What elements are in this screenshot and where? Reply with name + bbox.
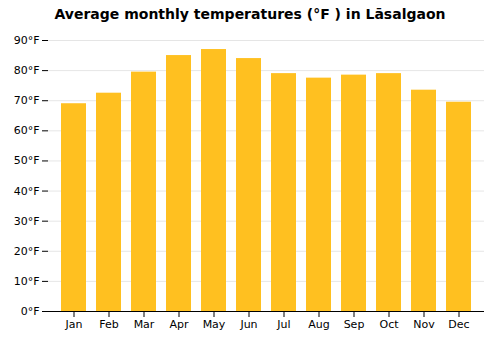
html-text:Average monthly temperatures (: Average monthly temperatures (°F ) in Lā… xyxy=(54,6,446,22)
svg-text:May: May xyxy=(203,318,226,331)
svg-text:0°F: 0°F xyxy=(21,305,40,318)
svg-text:Apr: Apr xyxy=(169,318,189,331)
svg-text:40°F: 40°F xyxy=(14,185,40,198)
svg-text:70°F: 70°F xyxy=(14,94,40,107)
svg-text:60°F: 60°F xyxy=(14,124,40,137)
svg-text:Mar: Mar xyxy=(134,318,155,331)
svg-text:Jun: Jun xyxy=(239,318,257,331)
svg-text:Jul: Jul xyxy=(276,318,290,331)
svg-text:30°F: 30°F xyxy=(14,215,40,228)
svg-text:10°F: 10°F xyxy=(14,275,40,288)
svg-text:Sep: Sep xyxy=(344,318,365,331)
svg-text:90°F: 90°F xyxy=(14,34,40,47)
svg-text:Oct: Oct xyxy=(379,318,399,331)
svg-text:Aug: Aug xyxy=(308,318,329,331)
svg-text:Nov: Nov xyxy=(413,318,435,331)
svg-text:50°F: 50°F xyxy=(14,154,40,167)
svg-text:Jan: Jan xyxy=(65,318,83,331)
svg-text:80°F: 80°F xyxy=(14,64,40,77)
svg-text:Dec: Dec xyxy=(448,318,469,331)
svg-text:20°F: 20°F xyxy=(14,245,40,258)
svg-text:Feb: Feb xyxy=(99,318,118,331)
